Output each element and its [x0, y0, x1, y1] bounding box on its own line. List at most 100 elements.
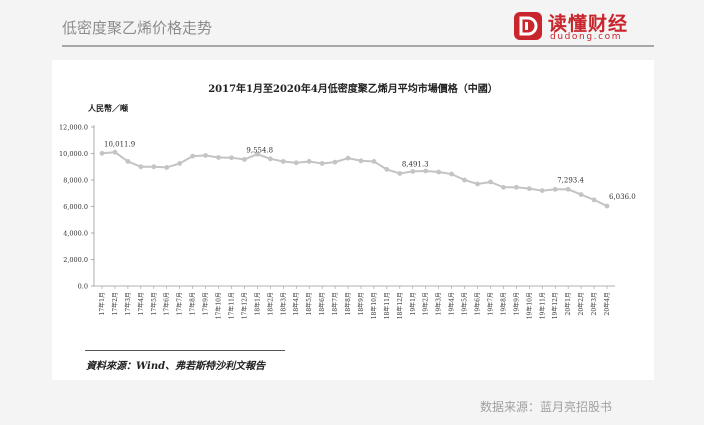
source-divider: [85, 350, 285, 351]
data-point: [578, 192, 584, 197]
x-tick-label: 17年10月: [215, 292, 223, 319]
page-header: 低密度聚乙烯价格走势 读懂财经 dudong.com: [0, 0, 704, 50]
y-axis-label: 人民幣／噸: [88, 103, 128, 113]
x-tick-label: 20年4月: [603, 292, 611, 315]
data-label: 6,036.0: [609, 193, 636, 201]
x-tick-label: 18年3月: [279, 292, 287, 315]
data-point: [280, 159, 286, 164]
data-point: [254, 151, 260, 157]
data-point: [501, 184, 506, 190]
x-tick-label: 20年2月: [577, 292, 585, 315]
x-tick-label: 17年2月: [111, 292, 119, 315]
x-tick-label: 19年8月: [499, 292, 507, 315]
data-point: [112, 149, 118, 155]
header-divider: [62, 45, 654, 47]
x-tick-label: 18年7月: [331, 292, 339, 315]
x-tick-label: 19年5月: [461, 292, 469, 315]
data-point: [526, 186, 532, 192]
brand-logo: 读懂财经 dudong.com: [512, 9, 652, 43]
series-line: [101, 151, 608, 207]
y-tick-label: 8,000.0: [63, 177, 88, 185]
data-point: [371, 159, 377, 164]
data-point: [410, 168, 416, 174]
x-tick-label: 19年10月: [525, 292, 533, 319]
y-tick-label: 0.0: [78, 283, 88, 291]
y-tick-label: 10,000.0: [59, 150, 88, 158]
data-point: [229, 155, 234, 161]
logo-domain: dudong.com: [550, 32, 623, 42]
data-point: [99, 150, 105, 156]
data-point: [384, 167, 390, 172]
x-tick-label: 17年1月: [98, 292, 106, 315]
x-tick-label: 17年7月: [176, 292, 184, 315]
x-tick-label: 18年8月: [344, 292, 352, 315]
data-point: [319, 161, 325, 166]
chart-card: 2017年1月至2020年4月低密度聚乙烯月平均市場價格（中國） 人民幣／噸 1…: [52, 60, 654, 380]
source-note: 資料來源：Wind、弗若斯特沙利文報告: [86, 361, 266, 372]
data-label: 10,011.9: [104, 140, 135, 148]
x-tick-label: 17年9月: [202, 292, 210, 315]
x-tick-label: 18年10月: [370, 292, 378, 319]
chart-title: 2017年1月至2020年4月低密度聚乙烯月平均市場價格（中國）: [208, 84, 498, 95]
x-tick-label: 18年12月: [396, 292, 404, 319]
x-tick-label: 18年4月: [292, 292, 300, 315]
data-label: 7,293.4: [557, 176, 584, 184]
x-tick-label: 17年3月: [124, 292, 132, 315]
data-point: [423, 168, 429, 174]
y-tick-label: 12,000.0: [59, 124, 88, 132]
data-point: [125, 159, 131, 164]
data-point: [449, 171, 455, 177]
y-tick-label: 4,000.0: [63, 230, 88, 238]
data-point: [267, 156, 273, 162]
page-title: 低密度聚乙烯价格走势: [62, 19, 213, 37]
x-tick-label: 20年3月: [590, 292, 598, 315]
y-tick-label: 2,000.0: [63, 256, 88, 264]
x-tick-label: 18年11月: [383, 292, 391, 319]
data-label: 8,491.3: [402, 160, 429, 168]
data-point: [565, 186, 571, 192]
x-tick-label: 19年11月: [538, 292, 546, 319]
data-point: [177, 161, 183, 166]
x-tick-label: 17年11月: [227, 292, 235, 319]
data-point: [591, 197, 597, 203]
data-point: [203, 153, 208, 158]
data-point: [513, 184, 519, 190]
data-point: [164, 165, 170, 170]
x-tick-label: 17年6月: [163, 292, 171, 315]
y-tick-label: 6,000.0: [63, 203, 88, 211]
data-point: [475, 181, 480, 187]
x-tick-label: 19年2月: [422, 292, 430, 315]
x-tick-label: 19年12月: [551, 292, 559, 319]
footer-source: 数据来源：蓝月亮招股书: [480, 400, 613, 414]
data-point: [242, 156, 247, 162]
x-tick-label: 19年6月: [474, 292, 482, 315]
x-tick-label: 19年7月: [486, 292, 494, 315]
x-tick-label: 19年4月: [448, 292, 456, 315]
data-point: [397, 171, 403, 176]
x-tick-label: 18年5月: [305, 292, 313, 315]
data-point: [138, 164, 144, 170]
x-tick-label: 18年6月: [318, 292, 326, 315]
x-tick-label: 17年12月: [240, 292, 248, 319]
data-point: [293, 160, 299, 166]
x-tick-label: 19年1月: [409, 292, 417, 315]
data-point: [216, 155, 221, 160]
data-point: [552, 186, 558, 192]
line-chart: 12,000.0 10,000.0 8,000.0 6,000.0 4,000.0 2,0…: [59, 124, 636, 320]
x-tick-label: 18年2月: [266, 292, 274, 315]
x-tick-label: 20年1月: [564, 292, 572, 315]
data-point: [332, 159, 338, 165]
data-label: 9,554.8: [246, 146, 273, 154]
data-point: [345, 155, 351, 161]
data-point: [306, 159, 312, 164]
data-point: [436, 169, 442, 175]
x-tick-label: 17年4月: [137, 292, 145, 315]
data-point: [604, 203, 610, 209]
data-point: [358, 158, 364, 164]
data-point: [539, 188, 545, 194]
x-tick-label: 18年1月: [253, 292, 261, 315]
data-point: [151, 164, 157, 170]
data-point: [488, 179, 493, 185]
x-tick-label: 17年8月: [189, 292, 197, 315]
data-point: [190, 153, 196, 159]
